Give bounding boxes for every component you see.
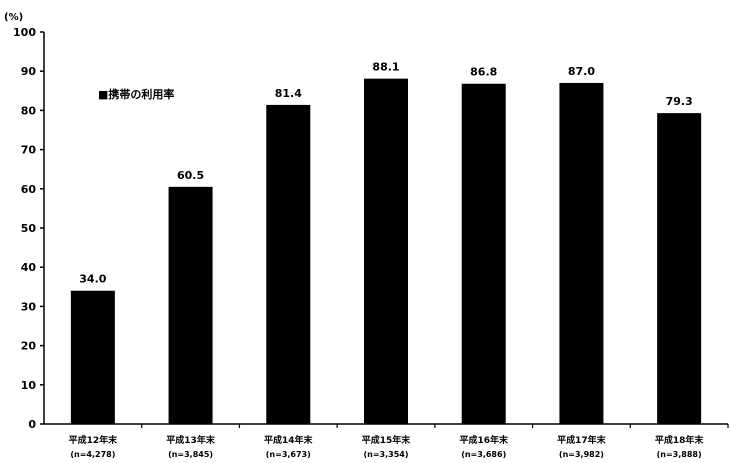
bar <box>559 82 604 425</box>
y-tick-label: 50 <box>21 222 37 235</box>
x-axis-labels: 平成12年末 (n=4,278) 平成13年末 (n=3,845) 平成14年末 (n=3… <box>69 424 729 459</box>
y-axis-ticks: 0 10 20 30 40 50 60 70 80 90 100 <box>13 26 44 431</box>
bar-value-label: 60.5 <box>177 169 204 182</box>
y-tick-label: 80 <box>21 104 37 117</box>
y-tick-label: 20 <box>21 340 37 353</box>
bar-value-label: 87.0 <box>568 65 595 78</box>
bar <box>168 186 213 424</box>
x-category-label: 平成12年末 <box>69 434 119 446</box>
y-tick-label: 40 <box>21 261 37 274</box>
x-category-label: 平成13年末 <box>166 434 216 446</box>
x-category-label: 平成15年末 <box>362 434 412 446</box>
y-tick-label: 30 <box>21 300 37 313</box>
x-category-label: 平成17年末 <box>557 434 607 446</box>
bar <box>657 113 702 425</box>
bar <box>461 83 506 424</box>
x-category-label: 平成16年末 <box>459 434 509 446</box>
y-tick-label: 70 <box>21 144 37 157</box>
y-tick-label: 60 <box>21 183 37 196</box>
bar-value-label: 34.0 <box>79 273 106 286</box>
y-tick-label: 10 <box>21 379 37 392</box>
x-category-label: 平成18年末 <box>655 434 705 446</box>
x-category-sample-size: (n=3,686) <box>461 450 506 459</box>
x-category-label: 平成14年末 <box>264 434 314 446</box>
x-category-sample-size: (n=3,888) <box>657 450 702 459</box>
bar-value-label: 81.4 <box>275 87 302 100</box>
y-axis-unit: (%) <box>4 12 23 23</box>
bar-value-label: 79.3 <box>666 95 693 108</box>
x-category-sample-size: (n=4,278) <box>70 450 115 459</box>
y-tick-label: 100 <box>13 26 36 39</box>
x-category-sample-size: (n=3,354) <box>363 450 408 459</box>
bar <box>364 78 408 424</box>
bar-value-label: 86.8 <box>470 66 497 79</box>
y-tick-label: 90 <box>21 65 37 78</box>
bar <box>266 104 311 425</box>
x-category-sample-size: (n=3,845) <box>168 450 213 459</box>
bars: 34.0 60.5 81.4 88.1 86.8 87.0 79.3 <box>70 61 702 425</box>
legend-label: ■携帯の利用率 <box>98 87 174 101</box>
bar <box>70 290 115 424</box>
bar-value-label: 88.1 <box>372 61 399 74</box>
x-category-sample-size: (n=3,673) <box>266 450 311 459</box>
y-tick-label: 0 <box>28 418 36 431</box>
x-category-sample-size: (n=3,982) <box>559 450 604 459</box>
